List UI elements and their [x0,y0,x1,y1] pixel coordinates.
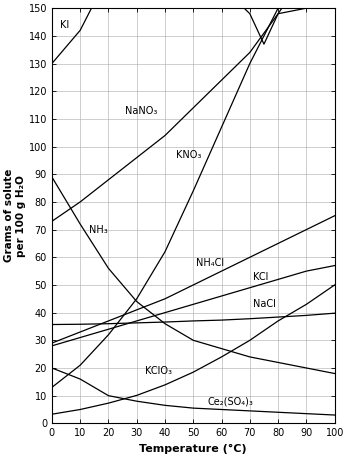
Text: KClO₃: KClO₃ [145,366,172,376]
Text: KNO₃: KNO₃ [176,150,202,160]
Text: NaNO₃: NaNO₃ [125,106,158,115]
Text: KI: KI [61,20,70,30]
Y-axis label: Grams of solute
per 100 g H₂O: Grams of solute per 100 g H₂O [4,169,26,262]
Text: NH₃: NH₃ [89,224,108,234]
X-axis label: Temperature (°C): Temperature (°C) [140,444,247,454]
Text: KCl: KCl [253,272,268,282]
Text: NaCl: NaCl [253,300,276,309]
Text: Ce₂(SO₄)₃: Ce₂(SO₄)₃ [207,396,253,406]
Text: NH₄Cl: NH₄Cl [196,258,224,268]
